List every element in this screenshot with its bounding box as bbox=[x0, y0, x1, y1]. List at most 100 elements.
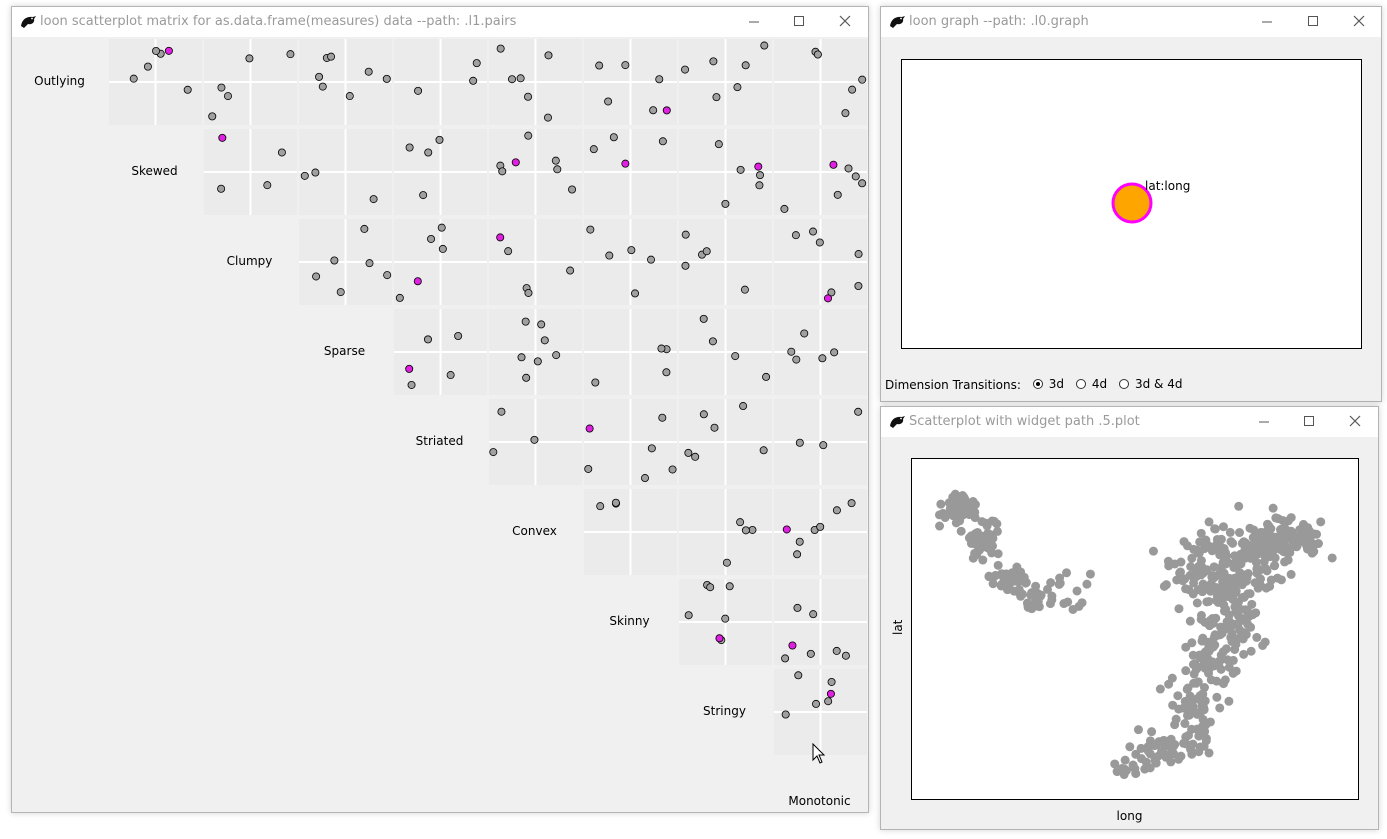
scatter-point[interactable] bbox=[1280, 557, 1290, 567]
scatter-point[interactable] bbox=[1220, 548, 1230, 558]
selected-point[interactable] bbox=[405, 364, 414, 373]
point[interactable] bbox=[640, 474, 649, 483]
point[interactable] bbox=[816, 522, 825, 531]
radio-4d[interactable]: 4d bbox=[1075, 377, 1107, 391]
scatter-point[interactable] bbox=[1161, 752, 1171, 762]
point[interactable] bbox=[383, 271, 392, 280]
scatter-point[interactable] bbox=[1205, 717, 1215, 727]
point[interactable] bbox=[631, 289, 640, 298]
matrix-panel[interactable] bbox=[679, 129, 772, 215]
scatter-point[interactable] bbox=[1241, 538, 1251, 548]
scatter-point[interactable] bbox=[1185, 691, 1195, 701]
point[interactable] bbox=[223, 92, 232, 101]
minimize-button[interactable] bbox=[1253, 11, 1281, 33]
point[interactable] bbox=[423, 335, 432, 344]
scatter-point[interactable] bbox=[1203, 643, 1213, 653]
point[interactable] bbox=[739, 402, 748, 411]
scatter-point[interactable] bbox=[1259, 557, 1269, 567]
point[interactable] bbox=[795, 537, 804, 546]
scatter-point[interactable] bbox=[1009, 586, 1019, 596]
scatter-point[interactable] bbox=[1234, 528, 1244, 538]
selected-point[interactable] bbox=[829, 160, 838, 169]
scatter-point[interactable] bbox=[1160, 740, 1170, 750]
scatter-point[interactable] bbox=[1275, 525, 1285, 535]
point[interactable] bbox=[498, 167, 507, 176]
point[interactable] bbox=[809, 227, 818, 236]
scatter-point[interactable] bbox=[1184, 710, 1194, 720]
scatter-point[interactable] bbox=[1021, 578, 1031, 588]
scatter-point[interactable] bbox=[1085, 569, 1095, 579]
scatter-point[interactable] bbox=[1268, 533, 1278, 543]
point[interactable] bbox=[657, 344, 666, 353]
matrix-panel[interactable] bbox=[394, 39, 487, 125]
scatter-point[interactable] bbox=[1271, 513, 1281, 523]
matrix-panel[interactable] bbox=[489, 309, 582, 395]
point[interactable] bbox=[794, 671, 803, 680]
scatter-point[interactable] bbox=[1054, 579, 1064, 589]
scatter-point[interactable] bbox=[978, 555, 988, 565]
point[interactable] bbox=[365, 259, 374, 268]
scatter-point[interactable] bbox=[963, 504, 973, 514]
point[interactable] bbox=[748, 525, 757, 534]
scatter-point[interactable] bbox=[1187, 638, 1197, 648]
scatter-point[interactable] bbox=[1194, 731, 1204, 741]
point[interactable] bbox=[263, 181, 272, 190]
matrix-panel[interactable] bbox=[774, 309, 867, 395]
point[interactable] bbox=[736, 165, 745, 174]
scatter-point[interactable] bbox=[1210, 524, 1220, 534]
scatter-point[interactable] bbox=[1209, 661, 1219, 671]
scatter-point[interactable] bbox=[1159, 581, 1169, 591]
point[interactable] bbox=[681, 65, 690, 74]
matrix-panel[interactable] bbox=[584, 309, 677, 395]
scatter-point[interactable] bbox=[1253, 583, 1263, 593]
point[interactable] bbox=[553, 165, 562, 174]
scatter-point[interactable] bbox=[956, 499, 966, 509]
matrix-panel[interactable] bbox=[299, 129, 392, 215]
scatter-point[interactable] bbox=[1268, 503, 1278, 513]
scatter-point[interactable] bbox=[1194, 561, 1204, 571]
scatter-point[interactable] bbox=[988, 579, 998, 589]
point[interactable] bbox=[858, 75, 867, 84]
title-bar[interactable]: loon scatterplot matrix for as.data.fram… bbox=[12, 7, 868, 37]
point[interactable] bbox=[315, 72, 324, 81]
scatter-point[interactable] bbox=[1230, 644, 1240, 654]
scatter-point[interactable] bbox=[1239, 649, 1249, 659]
point[interactable] bbox=[217, 184, 226, 193]
scatter-point[interactable] bbox=[1225, 527, 1235, 537]
point[interactable] bbox=[725, 582, 734, 591]
point[interactable] bbox=[596, 502, 605, 511]
scatter-point[interactable] bbox=[1187, 553, 1197, 563]
scatter-point[interactable] bbox=[1017, 589, 1027, 599]
scatter-point[interactable] bbox=[1210, 630, 1220, 640]
point[interactable] bbox=[714, 140, 723, 149]
point[interactable] bbox=[733, 83, 742, 92]
point[interactable] bbox=[712, 93, 721, 102]
minimize-button[interactable] bbox=[1250, 411, 1278, 433]
point[interactable] bbox=[787, 347, 796, 356]
scatter-point[interactable] bbox=[948, 492, 958, 502]
scatter-point[interactable] bbox=[940, 513, 950, 523]
point[interactable] bbox=[327, 52, 336, 61]
scatter-point[interactable] bbox=[1199, 658, 1209, 668]
scatter-point[interactable] bbox=[1285, 548, 1295, 558]
close-button[interactable] bbox=[831, 11, 859, 33]
scatter-point[interactable] bbox=[1121, 766, 1131, 776]
scatter-point[interactable] bbox=[1212, 692, 1222, 702]
point[interactable] bbox=[819, 441, 828, 450]
matrix-panel[interactable] bbox=[679, 399, 772, 485]
point[interactable] bbox=[827, 288, 836, 297]
matrix-panel[interactable] bbox=[679, 219, 772, 305]
point[interactable] bbox=[537, 320, 546, 329]
scatter-point[interactable] bbox=[1189, 544, 1199, 554]
scatter-point[interactable] bbox=[1218, 522, 1228, 532]
scatter-point[interactable] bbox=[1246, 646, 1256, 656]
scatter-point[interactable] bbox=[1299, 534, 1309, 544]
point[interactable] bbox=[318, 82, 327, 91]
matrix-panel[interactable] bbox=[109, 39, 202, 125]
point[interactable] bbox=[336, 288, 345, 297]
scatter-point[interactable] bbox=[1164, 679, 1174, 689]
selected-point[interactable] bbox=[621, 159, 630, 168]
scatter-point[interactable] bbox=[1255, 576, 1265, 586]
point[interactable] bbox=[364, 67, 373, 76]
scatter-point[interactable] bbox=[951, 518, 961, 528]
